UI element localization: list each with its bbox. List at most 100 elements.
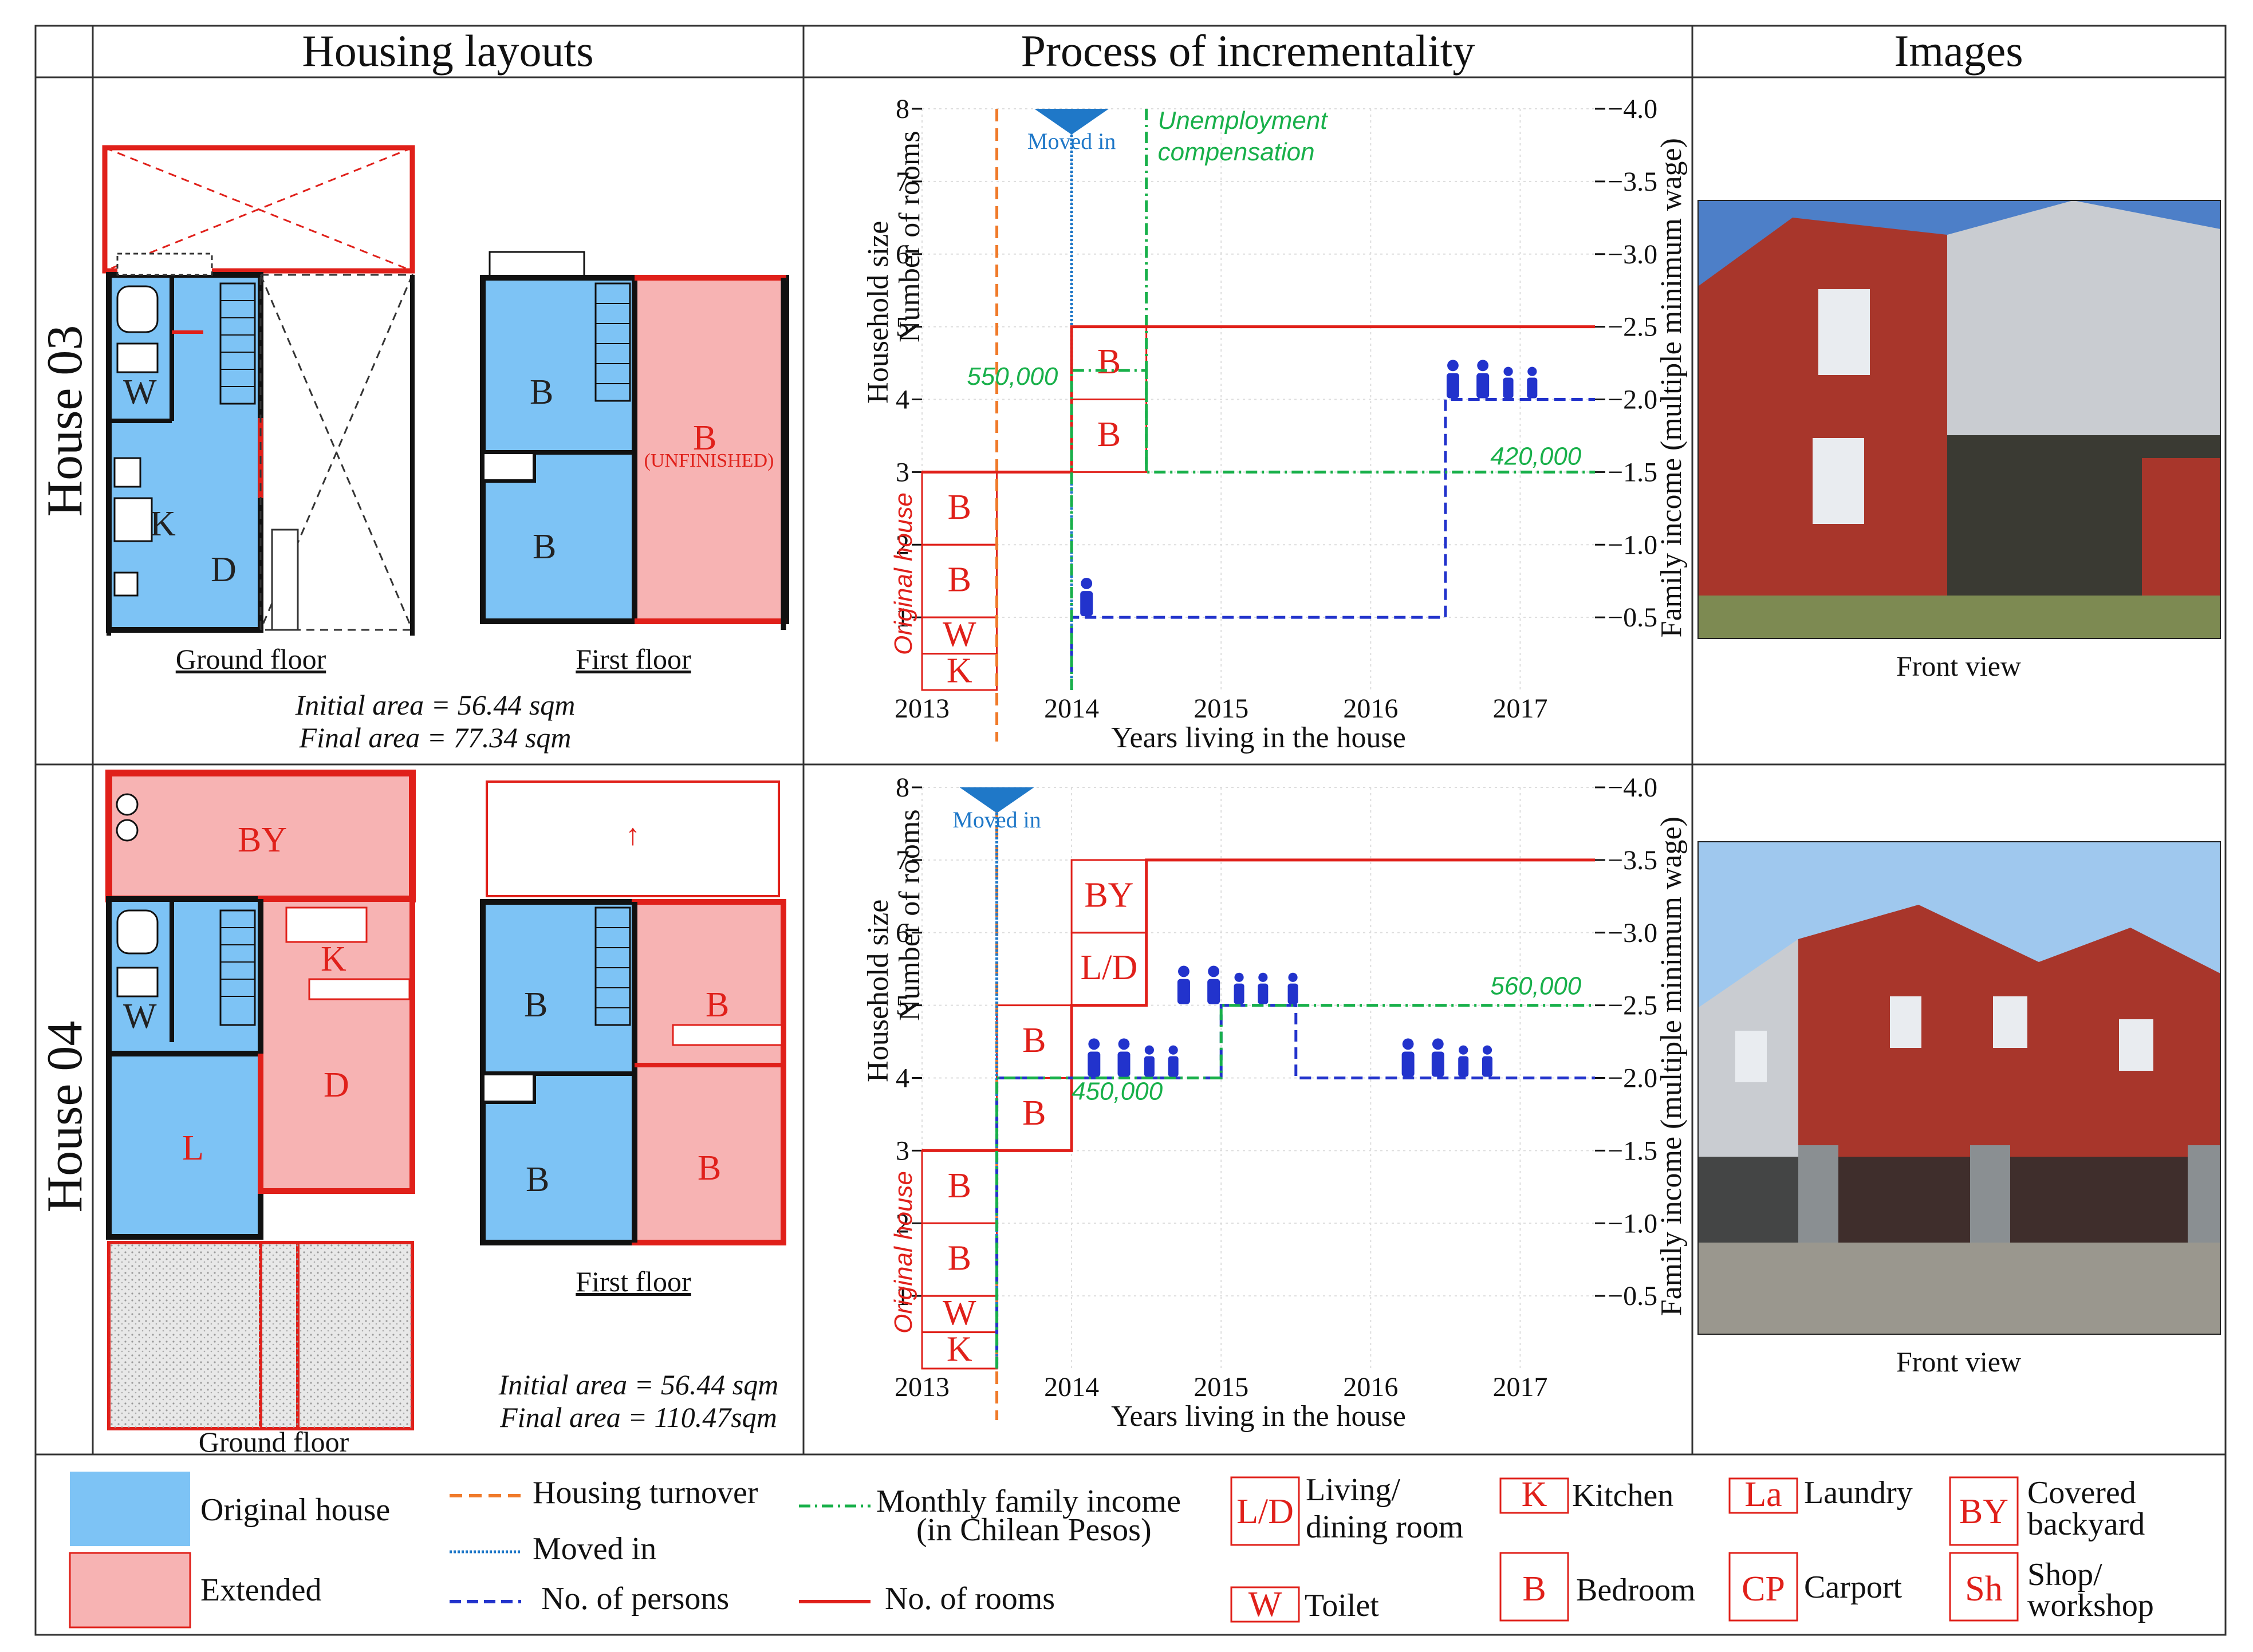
moved-in-marker [1034, 109, 1109, 135]
y-tick-label: 1 [896, 1281, 909, 1311]
person-icon [1432, 1038, 1444, 1050]
x-axis-label: Years living in the house [1111, 721, 1406, 754]
original-house-label: Original house [889, 492, 917, 655]
person-icon [1081, 578, 1093, 589]
person-icon [1178, 965, 1189, 977]
legend-kitchen: Kitchen [1572, 1478, 1673, 1513]
room-label: BY [238, 821, 287, 859]
person-icon [1431, 1051, 1444, 1077]
legend-code: Sh [1965, 1570, 2002, 1608]
series-no-of-rooms [922, 858, 1595, 1152]
y2-tick-label: −3.5 [1608, 167, 1657, 197]
legend-carport: Carport [1804, 1570, 1903, 1605]
room-label: K [150, 504, 176, 543]
legend-code: CP [1742, 1570, 1785, 1608]
x-axis-label: Years living in the house [1111, 1400, 1406, 1433]
room-box-label: B [1097, 415, 1121, 454]
legend-laundry: Laundry [1804, 1475, 1913, 1511]
y-tick-label: 2 [896, 1208, 909, 1239]
room-box-label: B [1097, 342, 1121, 381]
legend-code: W [1248, 1585, 1282, 1624]
house03-initial-area: Initial area = 56.44 sqm [295, 689, 576, 721]
person-icon [1144, 1056, 1155, 1077]
y2-tick-label: −2.0 [1608, 385, 1657, 415]
y-tick-label: 1 [896, 602, 909, 633]
person-icon [1402, 1038, 1414, 1050]
legend: Original house Extended Housing turnover… [69, 1472, 2154, 1629]
person-icon [1234, 983, 1244, 1004]
room-label: D [211, 550, 237, 589]
room-box-label: K [947, 1330, 972, 1369]
y2-tick-label: −1.0 [1608, 530, 1657, 560]
y2-tick-label: −2.5 [1608, 991, 1657, 1021]
person-icon [1288, 972, 1298, 982]
person-icon [1482, 1056, 1492, 1077]
chart-house-03: 1 2 3 4 5 6 7 8 −0.5 −1.0 −1.5 −2.0 −2.5 −3.0 −3.5 −4.0… [862, 94, 1688, 754]
y2-tick-label: −0.5 [1608, 602, 1657, 633]
x-tick-label: 2013 [895, 1372, 950, 1402]
legend-living-2: dining room [1306, 1509, 1463, 1545]
series-no-of-persons [1070, 398, 1595, 690]
x-tick-label: 2014 [1044, 1372, 1099, 1402]
series-no-of-persons [995, 1004, 1595, 1369]
photo-caption-house-04: Front view [1896, 1346, 2021, 1378]
income-label: 560,000 [1490, 972, 1582, 1000]
y-axis-label: Number of rooms [893, 809, 926, 1021]
legend-workshop: workshop [2027, 1588, 2154, 1623]
x-tick-label: 2017 [1492, 693, 1547, 724]
annotation-label: compensation [1158, 138, 1315, 166]
house04-final-area: Final area = 110.47sqm [499, 1401, 777, 1433]
legend-income-1: Monthly family income [876, 1484, 1181, 1519]
table-grid [34, 25, 2227, 1636]
person-icon [1144, 1045, 1154, 1055]
person-icon [1527, 366, 1537, 376]
person-icon [1177, 979, 1190, 1004]
room-box-label: B [948, 488, 971, 527]
room-label: B [693, 419, 716, 458]
y2-tick-label: −1.0 [1608, 1208, 1657, 1239]
svg-text:↑: ↑ [625, 819, 640, 851]
y2-axis-label: Family income (multiple minimum wage) [1655, 817, 1688, 1316]
y2-tick-label: −4.0 [1608, 772, 1657, 803]
moved-in-label: Moved in [1027, 128, 1116, 154]
person-icon [1446, 373, 1459, 399]
y-tick-label: 8 [896, 94, 909, 124]
legend-bedroom: Bedroom [1576, 1572, 1695, 1608]
house03-ground-plan: W K D [102, 145, 415, 636]
y-axis-label: Household size [862, 900, 895, 1082]
legend-income-2: (in Chilean Pesos) [916, 1512, 1152, 1548]
room-label: D [324, 1066, 349, 1105]
person-icon [1401, 1051, 1415, 1077]
income-label: 550,000 [967, 362, 1058, 391]
y-tick-label: 4 [896, 1063, 909, 1094]
legend-living: Living/ [1306, 1472, 1400, 1508]
person-icon [1477, 360, 1489, 372]
room-label: B [524, 985, 548, 1024]
legend-no-persons: No. of persons [541, 1581, 729, 1616]
legend-housing-turnover: Housing turnover [533, 1475, 758, 1511]
person-icon [1118, 1038, 1130, 1050]
legend-backyard: backyard [2027, 1507, 2145, 1542]
series-monthly-family-income [1070, 369, 1595, 690]
y2-tick-label: −0.5 [1608, 1281, 1657, 1311]
y2-tick-label: −2.0 [1608, 1063, 1657, 1094]
room-label: K [321, 940, 346, 979]
y2-axis-label: Family income (multiple minimum wage) [1655, 138, 1688, 637]
house04-ground-floor-caption: Ground floor [199, 1426, 349, 1458]
room-box-label: B [948, 1166, 971, 1205]
y-tick-label: 3 [896, 457, 909, 487]
x-tick-label: 2017 [1492, 1372, 1547, 1402]
person-icon [1208, 965, 1220, 977]
legend-original-house: Original house [200, 1492, 390, 1528]
room-label: B [533, 527, 556, 566]
photo-house-04 [1697, 841, 2221, 1335]
room-box-label: B [1022, 1094, 1046, 1133]
y-axis-label: Household size [862, 221, 895, 404]
x-tick-label: 2016 [1343, 693, 1398, 724]
room-box-label: B [948, 1239, 971, 1278]
y-tick-label: 7 [896, 167, 909, 197]
person-icon [1476, 373, 1490, 399]
house04-initial-area: Initial area = 56.44 sqm [498, 1369, 779, 1401]
y-tick-label: 7 [896, 845, 909, 876]
annotation-label: Unemployment [1158, 107, 1329, 135]
